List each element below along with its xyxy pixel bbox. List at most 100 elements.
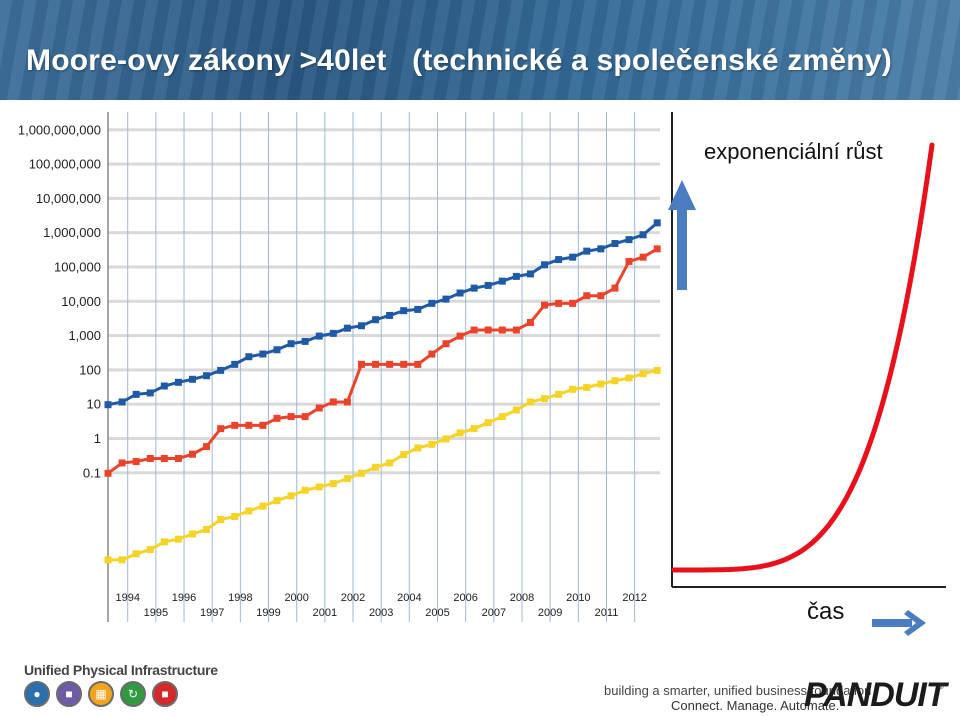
data-point bbox=[611, 240, 619, 248]
data-point bbox=[301, 337, 309, 345]
data-point bbox=[498, 413, 506, 421]
data-point bbox=[203, 372, 211, 380]
data-point bbox=[526, 318, 534, 326]
data-point bbox=[442, 435, 450, 443]
data-point bbox=[146, 389, 154, 397]
grid-band bbox=[108, 162, 660, 166]
data-point bbox=[597, 380, 605, 388]
data-point bbox=[217, 515, 225, 523]
data-point bbox=[414, 444, 422, 452]
series-line bbox=[108, 368, 658, 562]
data-point bbox=[484, 419, 492, 427]
data-point bbox=[329, 480, 337, 488]
x-tick-label: 2008 bbox=[510, 592, 534, 604]
footer-left-title: Unified Physical Infrastructure bbox=[24, 662, 218, 678]
data-point bbox=[160, 382, 168, 390]
data-point bbox=[118, 556, 126, 564]
data-point bbox=[639, 253, 647, 261]
grid-band bbox=[108, 128, 660, 132]
data-point bbox=[329, 329, 337, 337]
data-point bbox=[498, 277, 506, 285]
data-point bbox=[259, 350, 267, 358]
grid-band bbox=[108, 471, 660, 475]
data-point bbox=[442, 340, 450, 348]
data-point bbox=[132, 390, 140, 398]
data-point bbox=[245, 353, 253, 361]
data-point bbox=[569, 253, 577, 261]
data-point bbox=[372, 463, 380, 471]
grid-band bbox=[108, 196, 660, 200]
data-point bbox=[118, 459, 126, 467]
exponential-chart: exponenciální růst bbox=[668, 112, 946, 588]
registered-mark: ® bbox=[938, 682, 944, 691]
data-point bbox=[400, 451, 408, 459]
grid-band bbox=[108, 231, 660, 235]
y-tick-label: 1,000 bbox=[68, 328, 101, 343]
x-tick-label: 2007 bbox=[482, 607, 506, 619]
data-point bbox=[541, 261, 549, 269]
x-tick-label: 1995 bbox=[144, 607, 168, 619]
data-point bbox=[400, 307, 408, 315]
up-arrow-icon bbox=[668, 180, 696, 290]
data-point bbox=[231, 512, 239, 520]
data-point bbox=[442, 295, 450, 303]
data-point bbox=[386, 311, 394, 319]
grid-band bbox=[108, 368, 660, 372]
data-point bbox=[329, 398, 337, 406]
data-point bbox=[470, 284, 478, 292]
exp-label: exponenciální růst bbox=[704, 139, 883, 164]
data-point bbox=[301, 413, 309, 421]
data-point bbox=[104, 469, 112, 477]
data-point bbox=[174, 378, 182, 386]
x-tick-label: 2010 bbox=[566, 592, 590, 604]
data-point bbox=[118, 398, 126, 406]
grid-band bbox=[108, 265, 660, 269]
data-point bbox=[470, 326, 478, 334]
data-point bbox=[160, 538, 168, 546]
data-point bbox=[484, 281, 492, 289]
data-point bbox=[414, 305, 422, 313]
data-point bbox=[583, 247, 591, 255]
data-point bbox=[217, 425, 225, 433]
network-icon: ■ bbox=[56, 681, 82, 707]
x-tick-label: 1994 bbox=[115, 592, 139, 604]
exp-curve bbox=[671, 142, 935, 573]
data-point bbox=[414, 360, 422, 368]
x-tick-label: 2004 bbox=[397, 592, 421, 604]
x-tick-label: 1999 bbox=[256, 607, 280, 619]
data-point bbox=[287, 340, 295, 348]
refresh-icon: ↻ bbox=[120, 681, 146, 707]
page-title: Moore-ovy zákony >40let (technické a spo… bbox=[26, 44, 892, 77]
data-point bbox=[639, 370, 647, 378]
series-line bbox=[107, 221, 659, 407]
data-point bbox=[653, 366, 661, 374]
data-point bbox=[372, 316, 380, 324]
data-point bbox=[526, 270, 534, 278]
data-point bbox=[203, 443, 211, 451]
data-point bbox=[470, 425, 478, 433]
data-point bbox=[456, 429, 464, 437]
chart-panel bbox=[0, 100, 662, 622]
y-tick-label: 10,000,000 bbox=[36, 191, 101, 206]
header-banner: Moore-ovy zákony >40let (technické a spo… bbox=[0, 0, 960, 100]
data-point bbox=[357, 322, 365, 330]
x-tick-label: 2006 bbox=[453, 592, 477, 604]
data-point bbox=[273, 497, 281, 505]
data-point bbox=[188, 530, 196, 538]
connectivity-icon: ● bbox=[24, 681, 50, 707]
data-point bbox=[287, 492, 295, 500]
data-point bbox=[287, 413, 295, 421]
data-point bbox=[456, 332, 464, 340]
data-point bbox=[597, 292, 605, 300]
data-point bbox=[653, 219, 661, 227]
x-tick-label: 2000 bbox=[284, 592, 308, 604]
data-point bbox=[315, 483, 323, 491]
x-tick-label: 2002 bbox=[341, 592, 365, 604]
data-point bbox=[386, 360, 394, 368]
x-tick-label: 2003 bbox=[369, 607, 393, 619]
data-point bbox=[526, 398, 534, 406]
data-point bbox=[231, 360, 239, 368]
data-point bbox=[555, 256, 563, 264]
x-tick-label: 2005 bbox=[425, 607, 449, 619]
data-point bbox=[386, 459, 394, 467]
